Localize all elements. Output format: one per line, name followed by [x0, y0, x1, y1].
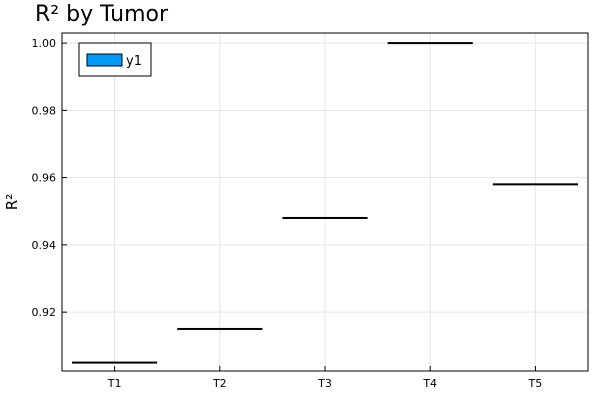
- y-tick-label: 0.98: [32, 104, 57, 117]
- y-axis: 0.92 0.94 0.96 0.98 1.00: [32, 37, 67, 319]
- x-tick-label: T1: [107, 377, 122, 390]
- y-axis-label: R²: [3, 194, 21, 210]
- legend-label: y1: [126, 54, 142, 69]
- box-t1: [72, 361, 158, 364]
- boxes: [72, 42, 578, 364]
- y-tick-label: 1.00: [32, 37, 57, 50]
- chart-title: R² by Tumor: [35, 2, 169, 27]
- box-t3: [282, 216, 368, 219]
- legend-swatch: [86, 53, 123, 67]
- x-tick-label: T2: [212, 377, 227, 390]
- grid: [62, 33, 588, 371]
- box-t4: [387, 42, 473, 45]
- y-tick-label: 0.94: [32, 239, 57, 252]
- box-t2: [177, 327, 263, 330]
- x-axis: T1 T2 T3 T4 T5: [107, 366, 543, 390]
- legend: y1: [78, 42, 152, 77]
- y-tick-label: 0.96: [32, 172, 57, 185]
- box-t5: [492, 183, 578, 186]
- y-tick-label: 0.92: [32, 306, 57, 319]
- x-tick-label: T5: [528, 377, 543, 390]
- x-tick-label: T4: [422, 377, 437, 390]
- x-tick-label: T3: [317, 377, 332, 390]
